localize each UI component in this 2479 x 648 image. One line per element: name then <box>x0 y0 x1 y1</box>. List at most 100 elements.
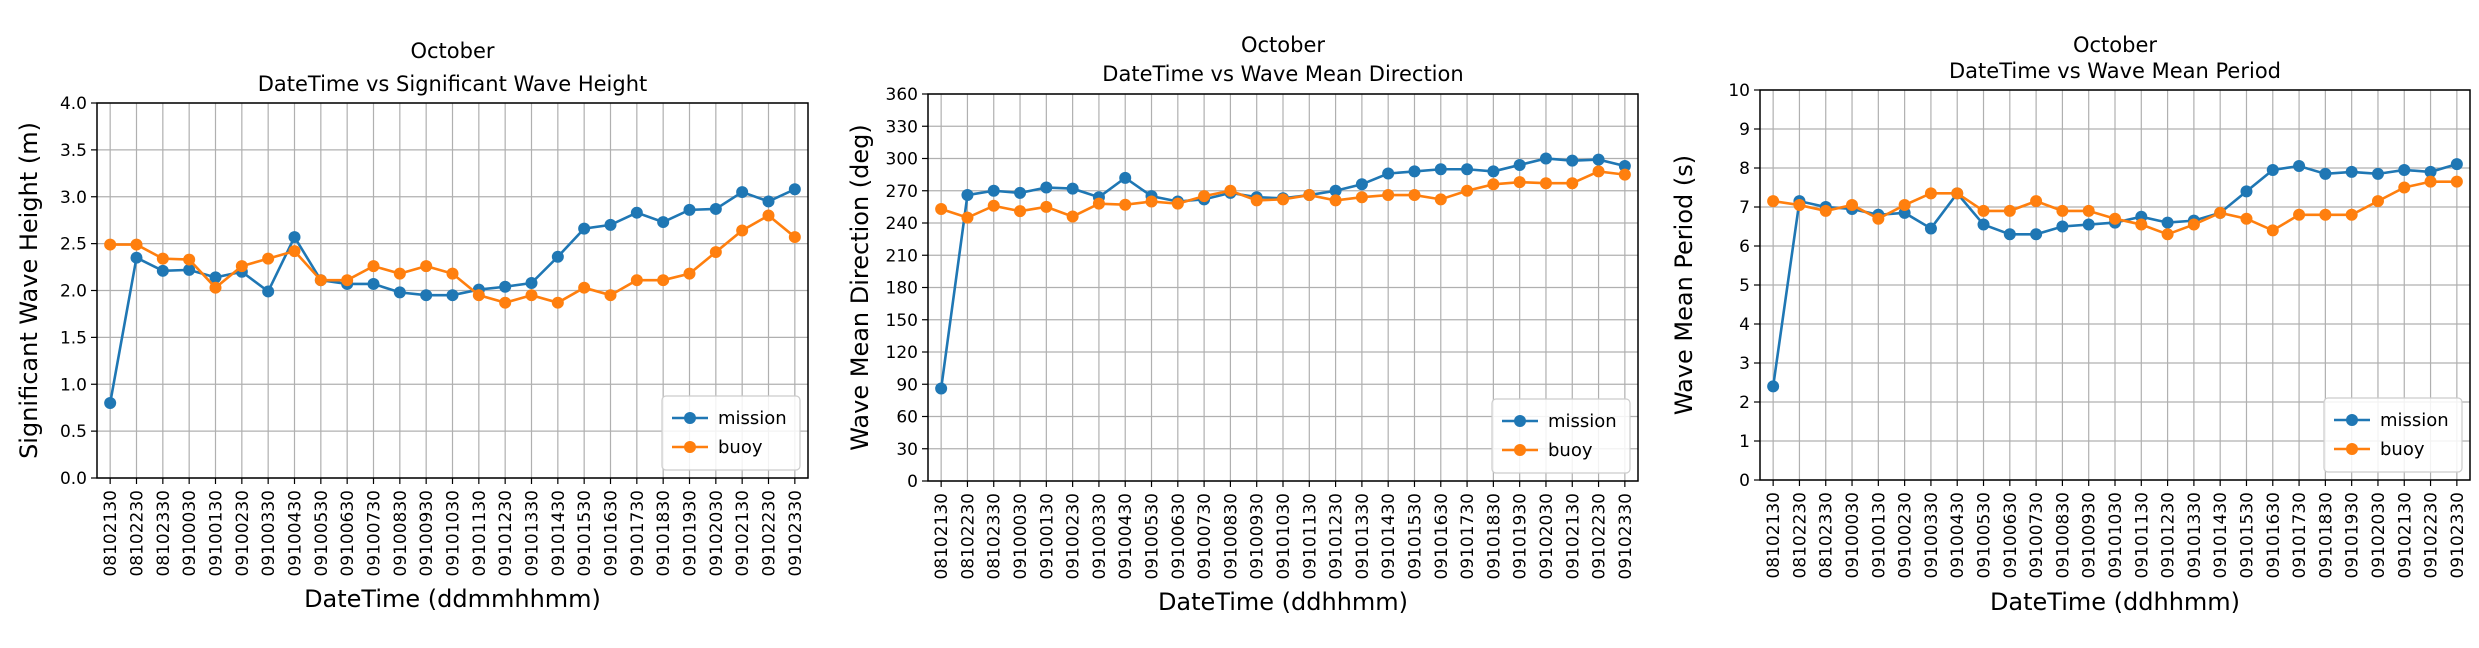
data-point-mission <box>499 280 512 293</box>
legend-label: buoy <box>2380 439 2425 460</box>
legend-label: mission <box>2380 410 2449 431</box>
legend-label: buoy <box>718 437 763 458</box>
y-tick-label: 10 <box>1728 81 1750 101</box>
y-tick-label: 9 <box>1739 120 1750 140</box>
data-point-buoy <box>1066 210 1079 223</box>
x-tick-label: 09101430 <box>549 490 569 577</box>
x-tick-label: 09101730 <box>628 490 648 577</box>
data-point-buoy <box>2135 218 2148 231</box>
data-point-mission <box>393 286 406 299</box>
x-tick-label: 09100030 <box>1843 492 1863 579</box>
data-point-buoy <box>2187 218 2200 231</box>
data-point-buoy <box>209 281 222 294</box>
y-tick-label: 180 <box>886 279 918 299</box>
chart-panel-2: 0 30 60 90 120 150 180 210 240 270 300 330 360 081021… <box>846 33 1639 616</box>
data-point-mission <box>683 203 696 216</box>
x-tick-label: 09101930 <box>681 490 701 577</box>
data-point-buoy <box>2214 206 2227 219</box>
x-tick-label: 09100730 <box>2027 492 2047 579</box>
data-point-buoy <box>1618 168 1631 181</box>
data-point-buoy <box>709 246 722 259</box>
data-point-buoy <box>183 253 196 266</box>
data-point-buoy <box>2450 175 2463 188</box>
data-point-buoy <box>2293 208 2306 221</box>
x-tick-label: 09102230 <box>1590 493 1610 580</box>
x-tick-label: 09102030 <box>1537 493 1557 580</box>
data-point-mission <box>935 382 948 395</box>
data-point-mission <box>1539 152 1552 165</box>
data-point-mission <box>1040 181 1053 194</box>
x-tick-label: 09101130 <box>470 490 490 577</box>
chart-panel-1: 0.0 0.5 1.0 1.5 2.0 2.5 3.0 3.5 4.0 08102130 08102… <box>15 39 809 613</box>
data-point-mission <box>1767 380 1780 393</box>
x-tick-label: 09101830 <box>1484 493 1504 580</box>
x-tick-label: 09100630 <box>338 490 358 577</box>
data-point-mission <box>709 202 722 215</box>
data-point-mission <box>1014 186 1027 199</box>
x-tick-label: 09101230 <box>496 490 516 577</box>
data-point-mission <box>2450 158 2463 171</box>
data-point-buoy <box>2266 224 2279 237</box>
x-tick-label: 08102230 <box>128 490 148 577</box>
data-point-mission <box>156 264 169 277</box>
data-point-buoy <box>367 260 380 273</box>
data-point-mission <box>961 189 974 202</box>
x-tick-label: 09101530 <box>1405 493 1425 580</box>
data-point-buoy <box>393 267 406 280</box>
data-point-buoy <box>1250 194 1263 207</box>
data-point-buoy <box>1303 189 1316 202</box>
x-tick-label: 09100330 <box>259 490 279 577</box>
data-point-buoy <box>1767 195 1780 208</box>
data-point-buoy <box>525 289 538 302</box>
x-tick-label: 09102230 <box>760 490 780 577</box>
legend-box <box>1491 398 1631 474</box>
x-tick-label: 09100530 <box>312 490 332 577</box>
data-point-mission <box>1461 163 1474 176</box>
x-tick-label: 09100030 <box>1011 493 1031 580</box>
legend-label: mission <box>1548 411 1617 432</box>
data-point-mission <box>1487 165 1500 178</box>
y-axis-label: Significant Wave Height (m) <box>15 122 43 459</box>
data-point-mission <box>578 222 591 235</box>
data-point-buoy <box>499 296 512 309</box>
data-point-buoy <box>1198 190 1211 203</box>
data-point-buoy <box>551 296 564 309</box>
data-point-mission <box>1066 182 1079 195</box>
data-point-buoy <box>262 252 275 265</box>
data-point-buoy <box>683 267 696 280</box>
y-tick-label: 3.5 <box>60 141 87 161</box>
data-point-mission <box>1408 165 1421 178</box>
data-point-mission <box>1434 163 1447 176</box>
data-point-buoy <box>1355 191 1368 204</box>
data-point-buoy <box>1592 165 1605 178</box>
x-tick-label: 09100130 <box>1037 493 1057 580</box>
x-tick-label: 09100730 <box>365 490 385 577</box>
data-point-mission <box>1977 218 1990 231</box>
data-point-mission <box>736 186 749 199</box>
x-tick-label: 09101330 <box>2185 492 2205 579</box>
data-point-mission <box>987 184 1000 197</box>
y-tick-label: 7 <box>1739 198 1750 218</box>
data-point-buoy <box>1846 199 1859 212</box>
x-tick-label: 09101030 <box>1274 493 1294 580</box>
data-point-buoy <box>1898 199 1911 212</box>
data-point-buoy <box>472 289 485 302</box>
data-point-buoy <box>130 238 143 251</box>
x-tick-label: 09101830 <box>654 490 674 577</box>
x-tick-label: 09100630 <box>1169 493 1189 580</box>
x-tick-label: 08102330 <box>1817 492 1837 579</box>
data-point-buoy <box>1924 187 1937 200</box>
data-point-buoy <box>2030 195 2043 208</box>
x-tick-label: 09100630 <box>2001 492 2021 579</box>
x-tick-label: 09102330 <box>786 490 806 577</box>
legend-label: buoy <box>1548 440 1593 461</box>
x-tick-label: 09100830 <box>2053 492 2073 579</box>
x-tick-label: 09102030 <box>2369 492 2389 579</box>
data-point-buoy <box>1951 187 1964 200</box>
data-point-mission <box>604 218 617 231</box>
x-tick-label: 09100330 <box>1922 492 1942 579</box>
data-point-buoy <box>1513 176 1526 189</box>
data-point-mission <box>551 250 564 263</box>
data-point-buoy <box>341 274 354 287</box>
y-tick-label: 270 <box>886 182 918 202</box>
